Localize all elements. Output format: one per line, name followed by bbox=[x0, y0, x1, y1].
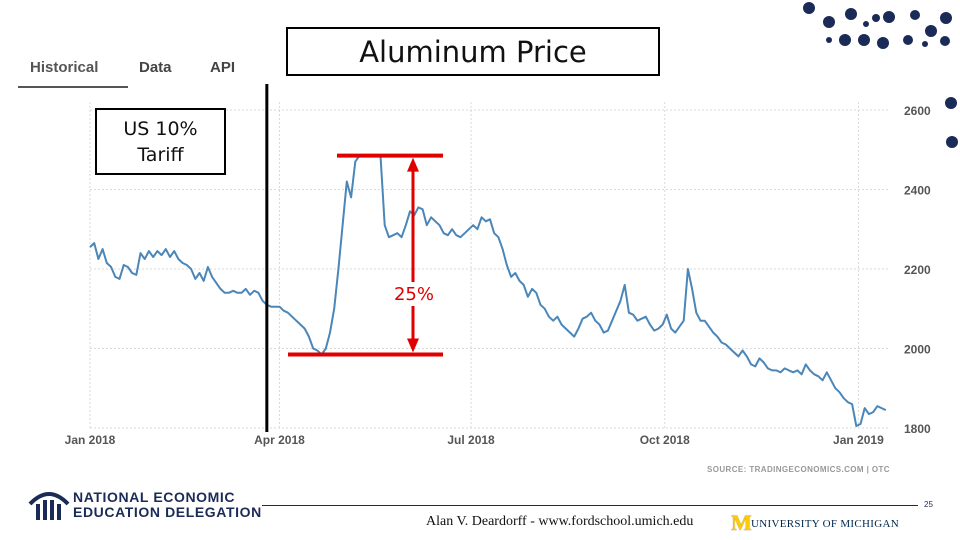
x-tick-label: Jul 2018 bbox=[447, 433, 495, 447]
need-org-name: NATIONAL ECONOMIC EDUCATION DELEGATION bbox=[73, 490, 262, 520]
x-tick-label: Apr 2018 bbox=[254, 433, 305, 447]
tariff-callout: US 10% Tariff bbox=[95, 108, 226, 175]
chart-tabs: Historical Data API bbox=[18, 52, 254, 88]
arrow-head-up bbox=[407, 157, 419, 172]
y-tick-label: 2400 bbox=[904, 183, 931, 197]
slide-number: 25 bbox=[924, 500, 933, 509]
tariff-callout-line2: Tariff bbox=[137, 144, 184, 166]
tab-historical[interactable]: Historical bbox=[30, 59, 99, 76]
change-label-background bbox=[393, 282, 433, 306]
active-tab-underline bbox=[18, 86, 128, 88]
author-credit: Alan V. Deardorff - www.fordschool.umich… bbox=[426, 514, 694, 529]
umich-logo-mark: M bbox=[731, 510, 752, 535]
x-tick-label: Oct 2018 bbox=[640, 433, 690, 447]
y-tick-label: 2000 bbox=[904, 342, 931, 356]
change-percent-label: 25% bbox=[394, 284, 434, 305]
aluminum-price-line bbox=[89, 154, 887, 427]
arrow-head-down bbox=[407, 338, 419, 353]
tariff-callout-line1: US 10% bbox=[123, 118, 198, 140]
chart-source: SOURCE: TRADINGECONOMICS.COM | OTC bbox=[707, 465, 890, 474]
slide-title: Aluminum Price bbox=[286, 27, 660, 76]
tab-data[interactable]: Data bbox=[139, 59, 172, 76]
x-tick-label: Jan 2019 bbox=[833, 433, 884, 447]
y-axis-ticks: 1800 2000 2200 2400 2600 bbox=[904, 104, 931, 436]
tab-api[interactable]: API bbox=[210, 59, 236, 76]
umich-wordmark: UNIVERSITY OF MICHIGAN bbox=[751, 518, 899, 530]
footer-rule bbox=[262, 505, 918, 506]
x-tick-label: Jan 2018 bbox=[65, 433, 116, 447]
x-axis-ticks: Jan 2018 Apr 2018 Jul 2018 Oct 2018 Jan 2019 bbox=[65, 433, 884, 447]
need-org-line2: EDUCATION DELEGATION bbox=[73, 504, 262, 520]
need-org-line1: NATIONAL ECONOMIC bbox=[73, 489, 236, 505]
need-logo-icon bbox=[28, 492, 70, 520]
y-tick-label: 2200 bbox=[904, 263, 931, 277]
y-tick-label: 2600 bbox=[904, 104, 931, 118]
y-tick-label: 1800 bbox=[904, 422, 931, 436]
